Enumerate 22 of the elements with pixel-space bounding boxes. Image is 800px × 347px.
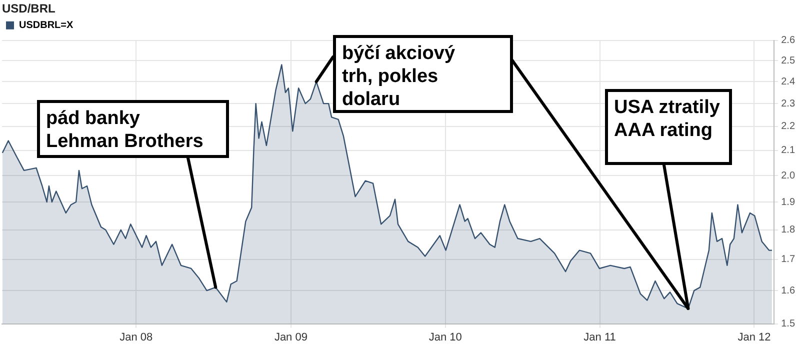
y-tick-label: 2.4 (781, 76, 796, 88)
y-tick-label: 1.6 (781, 285, 796, 296)
y-tick-label: 1.9 (781, 196, 796, 208)
y-tick-label: 2.5 (781, 55, 796, 66)
x-tick-label: Jan 12 (738, 331, 771, 344)
callout-box: býčí akciový trh, pokles dolaru (333, 35, 513, 113)
x-tick-label: Jan 08 (120, 331, 153, 344)
y-tick-label: 2.0 (781, 170, 796, 182)
y-tick-label: 1.8 (781, 224, 796, 236)
callout-box: USA ztratily AAA rating (605, 89, 732, 165)
legend-label: USDBRL=X (19, 20, 74, 32)
chart-title: USD/BRL (2, 2, 56, 16)
y-tick-label: 1.7 (781, 254, 796, 266)
y-tick-label: 2.3 (781, 98, 796, 110)
y-tick-label: 2.6 (781, 35, 796, 46)
y-tick-label: 2.2 (781, 121, 796, 132)
y-tick-label: 1.5 (781, 318, 796, 330)
x-tick-label: Jan 11 (584, 331, 616, 344)
y-tick-label: 2.1 (781, 145, 796, 156)
x-tick-label: Jan 10 (428, 331, 462, 344)
callout-box: pád banky Lehman Brothers (37, 100, 229, 158)
x-tick-label: Jan 09 (274, 331, 308, 344)
